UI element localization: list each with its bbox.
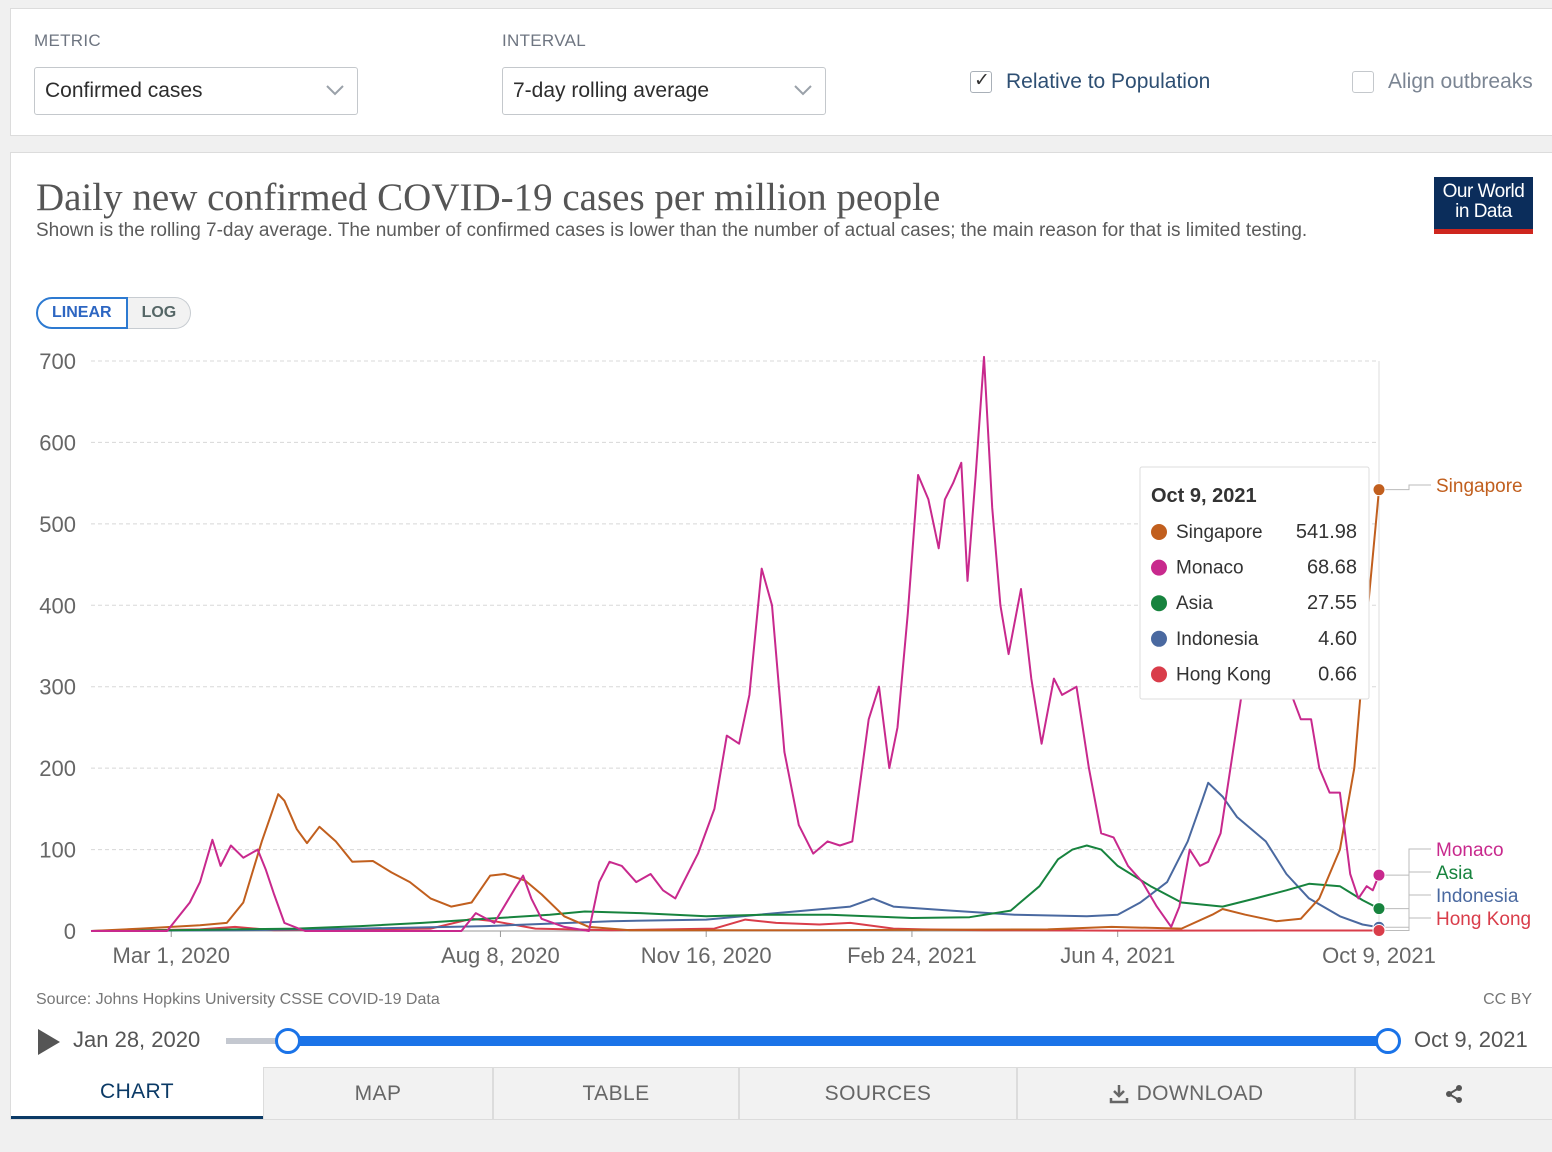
tooltip-series-value: 27.55 [1307,592,1357,614]
align-label: Align outbreaks [1388,70,1533,93]
tooltip-swatch [1151,524,1167,540]
checkbox-checked-icon: ✓ [970,70,992,93]
x-tick-label: Oct 9, 2021 [1322,943,1436,968]
x-tick-label: Mar 1, 2020 [113,943,230,968]
timeline-start-date: Jan 28, 2020 [73,1027,201,1052]
y-tick-label: 500 [39,512,76,537]
x-tick-label: Feb 24, 2021 [847,943,977,968]
chart-card: Daily new confirmed COVID-19 cases per m… [10,152,1552,1120]
license-link[interactable]: CC BY [1483,991,1532,1008]
y-tick-label: 200 [39,756,76,781]
source-note: Source: Johns Hopkins University CSSE CO… [36,991,440,1008]
interval-value: 7-day rolling average [513,79,710,102]
series-end-dot-asia [1372,902,1386,916]
owid-logo[interactable]: Our World in Data [1434,177,1533,234]
timeline-start-handle[interactable] [275,1028,301,1054]
tooltip-series-name: Asia [1176,593,1213,614]
metric-label: METRIC [34,31,101,50]
tooltip-box [1139,466,1370,700]
chevron-down-icon [794,85,812,96]
series-end-label-indonesia: Indonesia [1436,886,1519,907]
line-chart[interactable]: 0 100 200 300 400 500 600 700 Mar 1, 2020 Aug 8,… [11,339,1552,979]
tab-sources[interactable]: SOURCES [739,1067,1017,1119]
tooltip-series-name: Indonesia [1176,629,1259,650]
metric-select[interactable]: Confirmed cases [34,67,358,115]
view-tabs: CHART MAP TABLE SOURCES DOWNLOAD [11,1067,1552,1119]
series-end-dot-monaco [1372,868,1386,882]
tab-download-label: DOWNLOAD [1136,1081,1264,1105]
chart-series [90,355,1380,932]
tooltip-series-value: 0.66 [1318,663,1357,685]
tooltip-swatch [1151,595,1167,612]
scale-toggle: LINEAR LOG [36,297,192,329]
chart-title: Daily new confirmed COVID-19 cases per m… [36,176,941,219]
tooltip-date: Oct 9, 2021 [1151,485,1257,507]
series-line-indonesia [90,781,1380,932]
tab-chart[interactable]: CHART [11,1067,263,1119]
tab-map[interactable]: MAP [263,1067,493,1119]
y-tick-label: 0 [64,919,76,944]
y-axis-ticks: 0 100 200 300 400 500 600 700 [39,349,76,944]
label-connector [1385,871,1431,910]
x-tick-label: Aug 8, 2020 [441,943,560,968]
tooltip-series-name: Hong Kong [1176,664,1271,685]
log-scale-button[interactable]: LOG [127,297,192,329]
x-axis-ticks: Mar 1, 2020 Aug 8, 2020 Nov 16, 2020 Feb 24… [113,931,1436,968]
timeline-end-date: Oct 9, 2021 [1414,1027,1528,1052]
y-tick-label: 600 [39,430,76,455]
timeline-end-handle[interactable] [1375,1028,1401,1054]
align-outbreaks-checkbox[interactable]: Align outbreaks [1352,69,1533,95]
tooltip-series-value: 541.98 [1296,521,1357,543]
checkbox-unchecked-icon [1352,71,1374,93]
chevron-down-icon [326,85,344,96]
tooltip-series-value: 4.60 [1318,628,1357,650]
metric-value: Confirmed cases [45,79,203,102]
series-line-asia [90,844,1380,932]
logo-line-2: in Data [1455,201,1512,222]
logo-line-1: Our World [1442,181,1525,202]
relative-label: Relative to Population [1006,70,1211,93]
series-end-dot-singapore [1372,483,1386,497]
label-connector [1385,894,1431,928]
tooltip-swatch [1151,666,1167,683]
series-end-label-hong-kong: Hong Kong [1436,909,1531,930]
tooltip-series-name: Monaco [1176,558,1244,579]
label-connector [1385,917,1431,931]
hover-tooltip: Oct 9, 2021 Singapore 541.98 Monaco 68.68 Asi… [1139,466,1370,700]
tab-download[interactable]: DOWNLOAD [1017,1067,1355,1119]
y-tick-label: 100 [39,838,76,863]
y-tick-label: 300 [39,675,76,700]
series-line-monaco [91,355,1380,932]
series-end-label-asia: Asia [1436,863,1473,884]
tooltip-series-value: 68.68 [1307,557,1357,579]
interval-select[interactable]: 7-day rolling average [502,67,826,115]
linear-scale-button[interactable]: LINEAR [36,297,128,329]
tooltip-series-name: Singapore [1176,522,1263,543]
timeline-track-inactive[interactable] [226,1038,288,1044]
series-end-dot-hong-kong [1372,923,1386,937]
download-icon [1109,1084,1128,1103]
y-tick-label: 400 [39,593,76,618]
label-connector [1385,484,1431,491]
series-end-label-singapore: Singapore [1436,476,1523,497]
share-icon [1446,1084,1462,1103]
interval-label: INTERVAL [502,31,586,50]
tooltip-swatch [1151,559,1167,576]
x-tick-label: Jun 4, 2021 [1060,943,1175,968]
label-connector [1385,848,1431,876]
timeline-track-active[interactable] [288,1036,1388,1046]
controls-bar: METRIC Confirmed cases INTERVAL 7-day ro… [10,8,1552,136]
tooltip-swatch [1151,630,1167,647]
relative-to-population-checkbox[interactable]: ✓ Relative to Population [970,69,1210,95]
play-icon[interactable] [38,1029,60,1055]
tab-share[interactable] [1355,1067,1552,1119]
x-tick-label: Nov 16, 2020 [641,943,772,968]
chart-subtitle: Shown is the rolling 7-day average. The … [36,220,1308,241]
series-end-label-monaco: Monaco [1436,840,1504,861]
tab-table[interactable]: TABLE [493,1067,739,1119]
series-line-singapore [90,489,1380,932]
y-tick-label: 700 [39,349,76,374]
